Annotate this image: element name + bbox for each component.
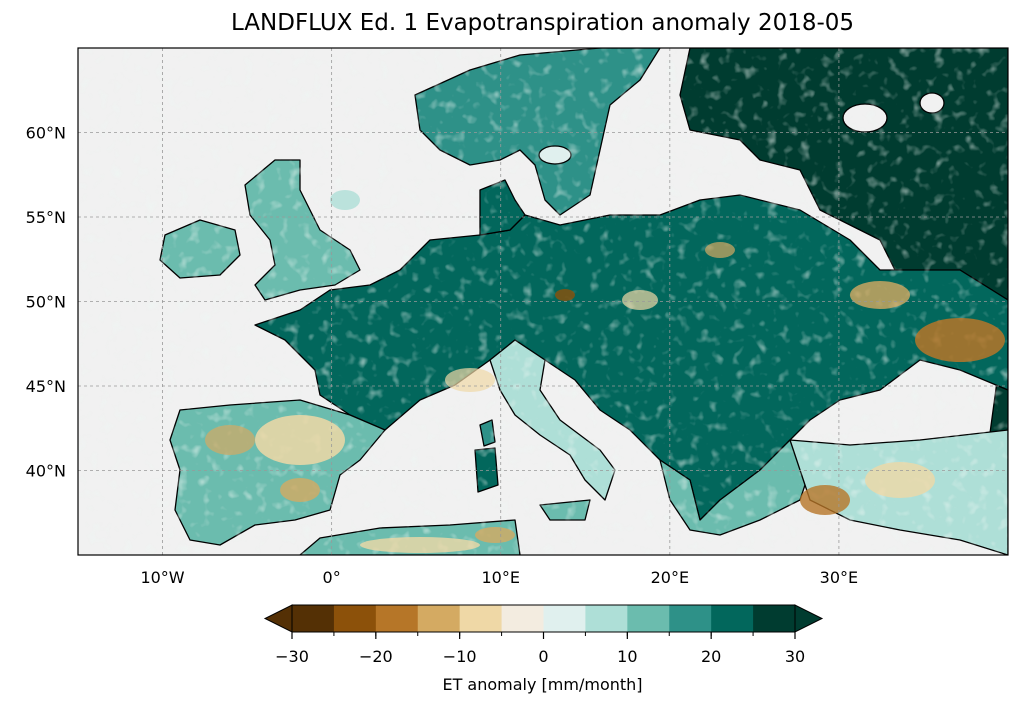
colorbar-bin-7 [585, 605, 628, 632]
lat-tick-label-4: 60°N [26, 124, 66, 143]
colorbar-tick-label-2: −10 [443, 647, 477, 666]
colorbar-bin-6 [543, 605, 586, 632]
lon-tick-label-1: 0° [323, 568, 341, 587]
colorbar-tick-label-0: −30 [275, 647, 309, 666]
lat-tick-label-1: 45°N [26, 377, 66, 396]
colorbar-bin-2 [375, 605, 419, 632]
lon-tick-label-0: 10°W [140, 568, 184, 587]
colorbar-bin-11 [753, 605, 796, 632]
lon-tick-label-4: 30°E [820, 568, 858, 587]
lat-tick-label-3: 55°N [26, 208, 66, 227]
map-title: LANDFLUX Ed. 1 Evapotranspiration anomal… [230, 10, 855, 36]
colorbar-bin-0 [292, 605, 335, 632]
colorbar-bin-10 [711, 605, 754, 632]
gridlines [78, 48, 1008, 555]
colorbar-label: ET anomaly [mm/month] [442, 675, 643, 694]
colorbar-tick-label-1: −20 [359, 647, 393, 666]
lon-tick-label-2: 10°E [481, 568, 519, 587]
colorbar-bin-4 [459, 605, 503, 632]
colorbar-tick-label-6: 30 [785, 647, 805, 666]
colorbar-tick-label-4: 10 [617, 647, 637, 666]
colorbar-bin-3 [417, 605, 461, 632]
lat-tick-label-0: 40°N [26, 462, 66, 481]
map-frame [77, 47, 1009, 556]
colorbar-bin-5 [501, 605, 544, 632]
colorbar-bin-1 [333, 605, 377, 632]
colorbar-extend-low [263, 604, 293, 633]
colorbar-tick-label-3: 0 [538, 647, 548, 666]
colorbar-bin-8 [627, 605, 670, 632]
colorbar-bin-9 [669, 605, 712, 632]
lon-tick-label-3: 20°E [651, 568, 689, 587]
colorbar-tick-label-5: 20 [701, 647, 721, 666]
colorbar: −30 −20 −10 0 10 20 30 [263, 604, 824, 666]
dry-anomaly-patches [205, 190, 1005, 553]
colorbar-extend-high [794, 604, 824, 633]
axis-tick-labels: 10°W 0° 10°E 20°E 30°E 40°N 45°N 50°N 55°N 60°N [26, 124, 858, 588]
lat-tick-label-2: 50°N [26, 293, 66, 312]
